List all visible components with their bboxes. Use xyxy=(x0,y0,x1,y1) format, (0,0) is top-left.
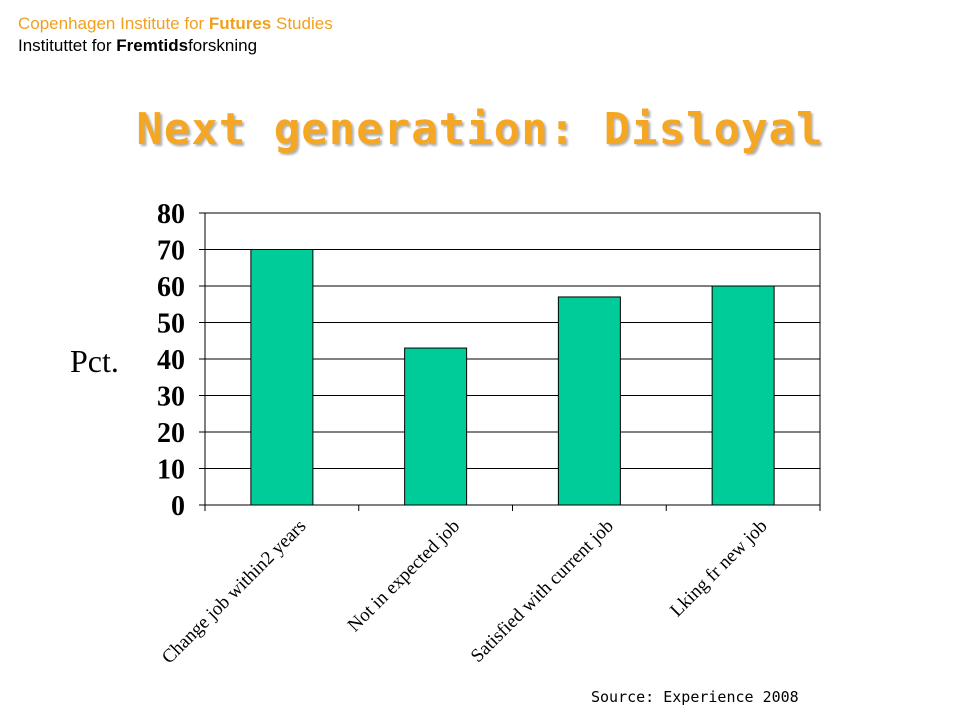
source-note: Source: Experience 2008 xyxy=(591,688,799,706)
institute-name-danish: Instituttet for Fremtidsforskning xyxy=(18,36,258,55)
institute-name-english: Copenhagen Institute for Futures Studies xyxy=(18,14,333,33)
y-axis-label: Pct. xyxy=(70,343,119,379)
x-tick-label: Satisfied with current job xyxy=(467,516,618,667)
y-tick-label: 60 xyxy=(157,272,185,303)
y-tick-label: 70 xyxy=(157,236,185,267)
y-tick-label: 0 xyxy=(171,491,185,522)
x-tick-label: Lking fr new job xyxy=(666,516,772,622)
bar xyxy=(557,296,621,506)
x-tick-label: Not in expected job xyxy=(344,516,464,636)
y-tick-label: 10 xyxy=(157,455,185,486)
bar xyxy=(711,285,775,506)
chart-title: Next generation: Disloyal xyxy=(136,104,824,155)
y-tick-label: 50 xyxy=(157,309,185,340)
y-tick-label: 40 xyxy=(157,345,185,376)
x-tick-label: Change job within2 years xyxy=(158,516,311,669)
y-tick-label: 80 xyxy=(157,199,185,230)
bar xyxy=(404,347,468,506)
y-tick-label: 30 xyxy=(157,382,185,413)
bar xyxy=(250,249,314,506)
y-tick-label: 20 xyxy=(157,418,185,449)
